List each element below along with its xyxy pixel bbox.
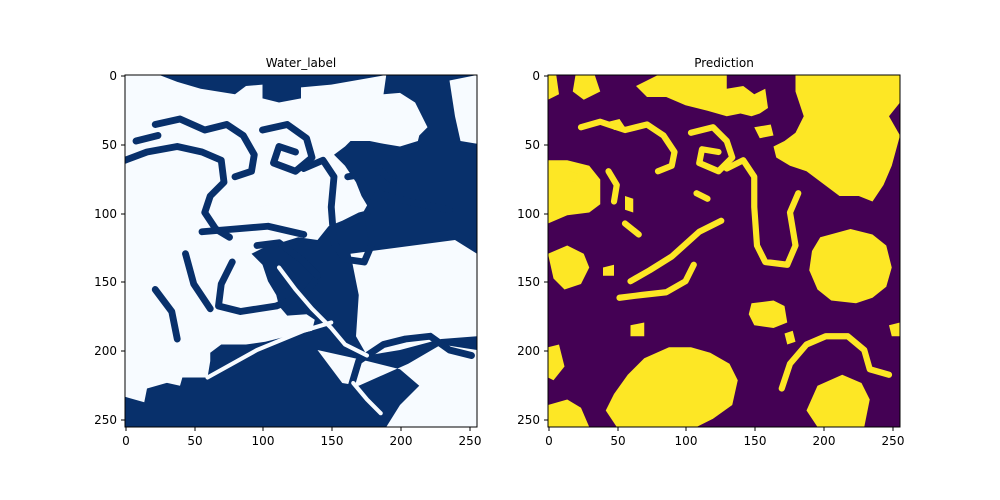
y-tick-label: 150: [94, 275, 117, 289]
land-region: [603, 264, 614, 276]
y-tick-label: 100: [94, 207, 117, 221]
land-region: [630, 322, 645, 337]
y-tick-label: 200: [517, 344, 540, 358]
river-channel: [347, 332, 475, 392]
river-channel: [198, 222, 308, 238]
land-region: [125, 223, 153, 271]
land-region: [567, 171, 579, 183]
land-region: [548, 245, 590, 290]
heatmap-water-label: [125, 75, 477, 427]
x-axis-right: 0 50 100 150 200 250: [545, 427, 904, 448]
x-tick-label: 50: [187, 434, 202, 448]
river-channel: [125, 143, 233, 241]
land-region: [784, 330, 796, 345]
land-strip: [205, 320, 334, 380]
river-channel: [300, 156, 453, 266]
y-tick-label: 50: [525, 138, 540, 152]
river-channel: [151, 286, 181, 343]
x-tick-label: 150: [321, 434, 344, 448]
plot-frame-right: [547, 74, 901, 428]
heatmap-prediction: [548, 75, 900, 427]
chart-title-left: Water_label: [266, 56, 337, 70]
land-region: [572, 75, 601, 100]
land-region: [548, 344, 565, 381]
river-channel: [616, 261, 697, 301]
river-channel: [723, 157, 802, 268]
land-region: [625, 196, 634, 213]
land-region: [889, 322, 900, 337]
river-channel: [151, 115, 258, 181]
x-tick-label: 100: [675, 434, 698, 448]
panel-water-label: Water_label: [94, 56, 481, 448]
river-channels: [125, 115, 475, 392]
chart-title-right: Prediction: [694, 56, 754, 70]
river-channel: [253, 239, 321, 280]
land-region: [605, 347, 738, 427]
y-axis-right: 0 50 100 150 200 250: [517, 69, 548, 427]
land-region: [548, 75, 559, 100]
x-tick-label: 200: [813, 434, 836, 448]
y-axis-left: 0 50 100 150 200 250: [94, 69, 125, 427]
predicted-land-regions: [548, 75, 900, 427]
x-tick-label: 0: [122, 434, 130, 448]
x-tick-label: 50: [610, 434, 625, 448]
panel-prediction: Prediction: [517, 56, 904, 448]
land-region: [350, 240, 477, 356]
river-channel: [605, 168, 620, 205]
river-channel: [344, 167, 398, 186]
x-tick-label: 250: [459, 434, 482, 448]
land-strips: [205, 265, 383, 416]
river-channel: [687, 124, 736, 175]
y-tick-label: 150: [517, 275, 540, 289]
x-axis-left: 0 50 100 150 200 250: [122, 427, 481, 448]
land-strip: [276, 265, 370, 358]
land-region: [754, 124, 774, 139]
y-tick-label: 50: [102, 138, 117, 152]
river-channel: [778, 333, 893, 392]
plot-frame-left: [124, 74, 478, 428]
x-tick-label: 250: [882, 434, 905, 448]
land-region: [155, 358, 186, 386]
river-channel: [577, 118, 678, 175]
land-region: [125, 75, 153, 141]
land-region: [773, 75, 900, 202]
land-region: [548, 160, 601, 224]
land-region: [806, 374, 870, 427]
land-region: [152, 163, 211, 213]
y-tick-label: 200: [94, 344, 117, 358]
predicted-river-channels: [577, 118, 893, 392]
x-tick-label: 200: [390, 434, 413, 448]
land-region: [636, 75, 768, 117]
y-tick-label: 100: [517, 207, 540, 221]
y-tick-label: 0: [109, 69, 117, 83]
land-region: [548, 399, 590, 427]
x-tick-label: 0: [545, 434, 553, 448]
land-region: [174, 121, 304, 202]
river-channel: [182, 250, 214, 313]
x-tick-label: 100: [252, 434, 275, 448]
land-region: [748, 300, 788, 328]
x-tick-label: 150: [744, 434, 767, 448]
river-channel: [215, 258, 319, 315]
river-channel: [621, 220, 642, 238]
y-tick-label: 0: [532, 69, 540, 83]
land-strip: [351, 380, 383, 416]
river-channel: [132, 132, 162, 145]
river-channel: [693, 190, 711, 202]
land-region: [125, 75, 428, 403]
land-region: [809, 229, 892, 304]
river-channel: [627, 217, 725, 285]
y-tick-label: 250: [517, 413, 540, 427]
y-tick-label: 250: [94, 413, 117, 427]
river-channel: [259, 121, 316, 175]
land-region: [449, 75, 477, 144]
land-region: [259, 201, 318, 229]
land-regions: [125, 75, 477, 427]
